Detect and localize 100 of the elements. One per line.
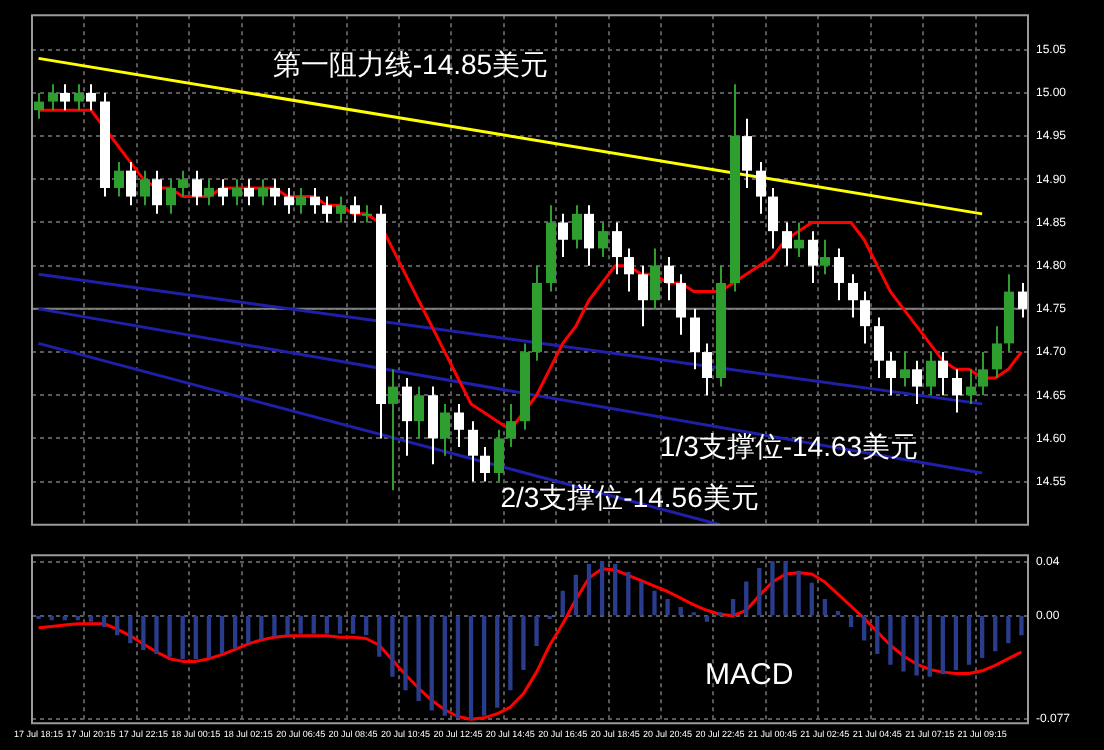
- bar: [848, 616, 854, 628]
- candlestick: [978, 351, 988, 397]
- bar: [88, 616, 94, 622]
- candlestick: [34, 91, 44, 120]
- candlestick: [152, 169, 162, 215]
- candlestick: [322, 195, 332, 224]
- bar: [311, 616, 316, 634]
- candlestick: [794, 221, 804, 259]
- candlestick: [480, 446, 490, 483]
- bar: [888, 616, 893, 665]
- bar: [796, 570, 801, 616]
- bar: [350, 616, 356, 634]
- bar: [639, 581, 644, 616]
- candlestick: [506, 402, 516, 449]
- candlestick: [966, 368, 976, 405]
- bar: [455, 616, 461, 719]
- candlestick: [598, 221, 608, 259]
- bar: [141, 616, 146, 650]
- candlestick: [414, 385, 424, 440]
- bar: [822, 598, 828, 616]
- bar: [521, 616, 526, 671]
- candlestick: [48, 83, 58, 112]
- candlestick: [258, 178, 268, 207]
- candlestick: [938, 351, 948, 397]
- candlestick: [768, 186, 778, 250]
- bar: [573, 574, 579, 616]
- candlestick: [232, 178, 242, 207]
- bar: [940, 616, 945, 675]
- candlestick: [284, 186, 294, 215]
- candlestick: [270, 178, 280, 207]
- bar: [468, 616, 474, 720]
- bar: [560, 590, 565, 616]
- bar: [953, 616, 959, 671]
- bar: [927, 616, 932, 677]
- bar: [390, 616, 395, 677]
- candlestick: [454, 402, 464, 449]
- candlestick: [468, 420, 478, 483]
- candlestick: [572, 204, 582, 250]
- candlestick: [808, 230, 818, 284]
- bar: [298, 616, 303, 634]
- candlestick: [114, 161, 124, 198]
- bar: [1006, 616, 1011, 644]
- bar: [219, 616, 225, 654]
- bar: [613, 563, 618, 616]
- bar: [481, 616, 487, 716]
- bar: [914, 616, 919, 676]
- bar: [652, 590, 657, 616]
- candlestick: [912, 359, 922, 405]
- candlestick: [874, 316, 884, 379]
- bar: [272, 616, 277, 637]
- bar: [285, 616, 290, 636]
- bar: [809, 582, 814, 616]
- candlestick: [388, 368, 398, 492]
- bar: [442, 616, 447, 716]
- bar: [966, 616, 972, 665]
- candlestick: [676, 273, 686, 336]
- candlestick: [926, 351, 936, 397]
- candlestick: [494, 428, 504, 483]
- candlestick: [166, 178, 176, 215]
- bar: [364, 616, 369, 636]
- candlestick: [650, 247, 660, 310]
- bar: [993, 616, 998, 652]
- bar: [757, 567, 762, 616]
- bar: [586, 563, 592, 616]
- bar: [337, 616, 343, 634]
- candlestick: [440, 402, 450, 457]
- candlestick: [820, 238, 830, 276]
- bar: [665, 598, 670, 616]
- bar: [180, 616, 185, 660]
- candlestick: [612, 221, 622, 276]
- bar: [508, 616, 513, 691]
- candlestick: [86, 83, 96, 112]
- bar: [259, 616, 264, 640]
- candlestick: [310, 186, 320, 215]
- candlestick: [296, 186, 306, 215]
- bar: [128, 616, 133, 644]
- candlestick: [74, 83, 84, 112]
- candlestick: [350, 195, 360, 224]
- bar: [599, 561, 605, 616]
- bar: [429, 616, 434, 711]
- bar: [783, 561, 788, 616]
- candlestick: [952, 368, 962, 414]
- candlestick: [860, 290, 870, 345]
- bar: [534, 616, 539, 646]
- bar: [246, 616, 251, 644]
- candlestick: [624, 247, 634, 293]
- candlestick: [664, 256, 674, 302]
- candlestick: [204, 178, 214, 207]
- candlestick: [742, 117, 752, 189]
- candlestick: [886, 351, 896, 397]
- candlestick: [834, 247, 844, 302]
- candlestick: [992, 325, 1002, 379]
- bar: [770, 561, 775, 616]
- bar: [730, 598, 736, 616]
- candlestick: [756, 161, 766, 215]
- candlestick: [60, 83, 70, 112]
- candlestick: [702, 342, 712, 397]
- bar: [377, 616, 382, 657]
- bar: [901, 616, 906, 672]
- candlestick: [192, 169, 202, 207]
